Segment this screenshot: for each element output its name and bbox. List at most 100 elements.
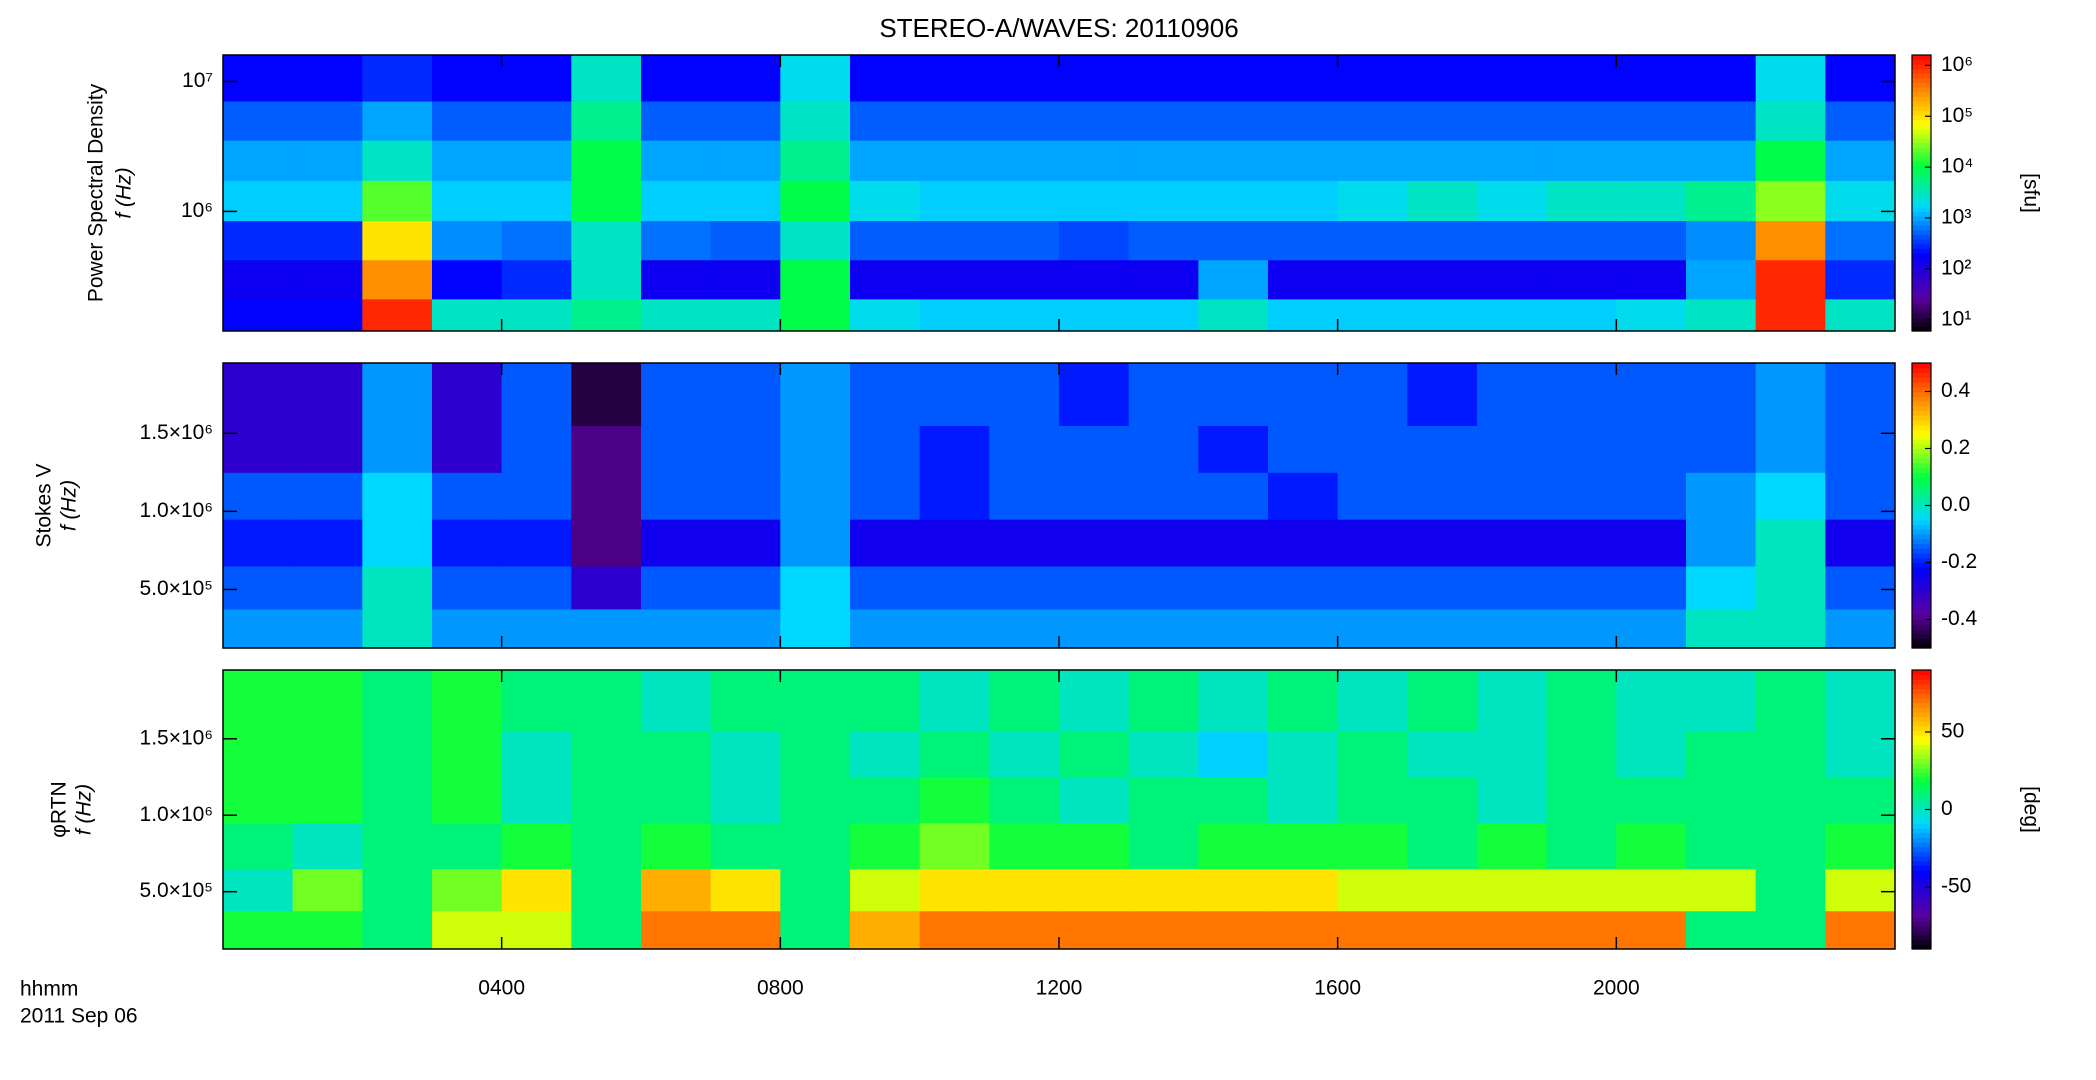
spectrogram-cell: [780, 259, 851, 300]
colorbar-step: [1912, 614, 1931, 621]
spectrogram-cell: [780, 519, 851, 567]
spectrogram-cell: [1546, 472, 1617, 520]
spectrogram-cell: [780, 566, 851, 610]
spectrogram-cell: [1477, 55, 1548, 102]
spectrogram-cell: [1755, 731, 1826, 778]
colorbar-step: [1912, 298, 1931, 304]
spectrogram-cell: [850, 910, 921, 950]
spectrogram-cell: [1337, 298, 1408, 332]
spectrogram-cell: [1686, 180, 1757, 222]
spectrogram-cell: [1128, 259, 1199, 300]
spectrogram-cell: [571, 670, 642, 732]
spectrogram-cell: [1268, 298, 1339, 332]
spectrogram-cell: [1128, 101, 1199, 141]
colorbar-step: [1912, 581, 1931, 587]
spectrogram-cell: [1128, 140, 1199, 181]
x-tick-label: 0400: [478, 977, 525, 1000]
spectrogram-cell: [989, 220, 1060, 261]
spectrogram-cell: [292, 298, 363, 332]
spectrogram-cell: [432, 670, 503, 732]
colorbar-step: [1912, 183, 1931, 189]
spectrogram-cell: [223, 910, 294, 950]
spectrogram-cell: [223, 670, 294, 732]
spectrogram-cell: [501, 259, 572, 300]
spectrogram-cell: [641, 363, 712, 426]
spectrogram-cell: [571, 731, 642, 778]
spectrogram-cell: [710, 220, 781, 261]
colorbar-step: [1912, 730, 1931, 736]
colorbar-step: [1912, 312, 1931, 318]
colorbar-step: [1912, 458, 1931, 464]
colorbar-step: [1912, 638, 1931, 644]
spectrogram-cell: [1616, 220, 1687, 261]
colorbar-tick-label: 0: [1941, 797, 1953, 820]
colorbar-step: [1912, 82, 1931, 88]
colorbar-step: [1912, 519, 1931, 526]
colorbar-step: [1912, 137, 1931, 143]
spectrogram-cell: [1268, 777, 1339, 824]
colorbar-step: [1912, 842, 1931, 848]
colorbar-step: [1912, 823, 1931, 829]
spectrogram-cell: [432, 731, 503, 778]
spectrogram-cell: [780, 910, 851, 950]
spectrogram-cell: [641, 140, 712, 181]
spectrogram-cell: [1268, 910, 1339, 950]
spectrogram-cell: [1337, 425, 1408, 473]
spectrogram-cell: [1337, 259, 1408, 300]
spectrogram-cell: [1825, 298, 1896, 332]
spectrogram-cell: [362, 868, 433, 912]
y-tick-label: 10⁷: [182, 69, 213, 92]
colorbar-step: [1912, 216, 1931, 222]
spectrogram-cell: [710, 519, 781, 567]
spectrogram-cell: [362, 670, 433, 732]
colorbar-step: [1912, 925, 1931, 931]
spectrogram-cell: [1337, 55, 1408, 102]
spectrogram-cell: [919, 55, 990, 102]
colorbar-tick-label: 50: [1941, 720, 1964, 743]
colorbar-step: [1912, 453, 1931, 459]
spectrogram-cell: [850, 220, 921, 261]
spectrogram-cell: [919, 363, 990, 426]
spectrogram-cell: [1407, 670, 1478, 732]
spectrogram-cell: [710, 868, 781, 912]
spectrogram-cell: [1128, 180, 1199, 222]
colorbar-step: [1912, 888, 1931, 894]
spectrogram-cell: [850, 868, 921, 912]
y-tick-label: 1.0×10⁶: [140, 499, 213, 522]
spectrogram-cell: [1198, 220, 1269, 261]
spectrogram-cell: [1268, 140, 1339, 181]
colorbar-step: [1912, 939, 1931, 945]
colorbar-step: [1912, 128, 1931, 134]
spectrogram-cell: [1616, 425, 1687, 473]
spectrogram-cell: [1825, 608, 1896, 649]
spectrogram-cell: [641, 180, 712, 222]
spectrogram-cell: [641, 731, 712, 778]
spectrogram-cell: [1407, 822, 1478, 870]
spectrogram-cell: [1268, 180, 1339, 222]
spectrogram-cell: [501, 910, 572, 950]
colorbar-step: [1912, 308, 1931, 314]
spectrogram-cell: [850, 566, 921, 610]
spectrogram-cell: [1128, 472, 1199, 520]
colorbar-step: [1912, 472, 1931, 478]
colorbar-step: [1912, 239, 1931, 245]
spectrogram-cell: [223, 140, 294, 181]
spectrogram-cell: [1198, 868, 1269, 912]
spectrogram-cell: [1477, 180, 1548, 222]
spectrogram-cell: [1198, 259, 1269, 300]
spectrogram-cell: [362, 259, 433, 300]
y-tick-label: 5.0×10⁵: [139, 879, 213, 902]
spectrogram-cell: [710, 55, 781, 102]
y-axis-label: f (Hz): [113, 167, 136, 218]
spectrogram-cell: [1128, 608, 1199, 649]
colorbar-step: [1912, 515, 1931, 521]
colorbar-step: [1912, 481, 1931, 488]
spectrogram-cell: [1407, 140, 1478, 181]
y-tick-label: 1.5×10⁶: [140, 726, 213, 749]
spectrogram-cell: [571, 101, 642, 141]
spectrogram-cell: [1337, 777, 1408, 824]
spectrogram-cell: [710, 910, 781, 950]
colorbar-step: [1912, 809, 1931, 815]
colorbar-step: [1912, 197, 1931, 203]
